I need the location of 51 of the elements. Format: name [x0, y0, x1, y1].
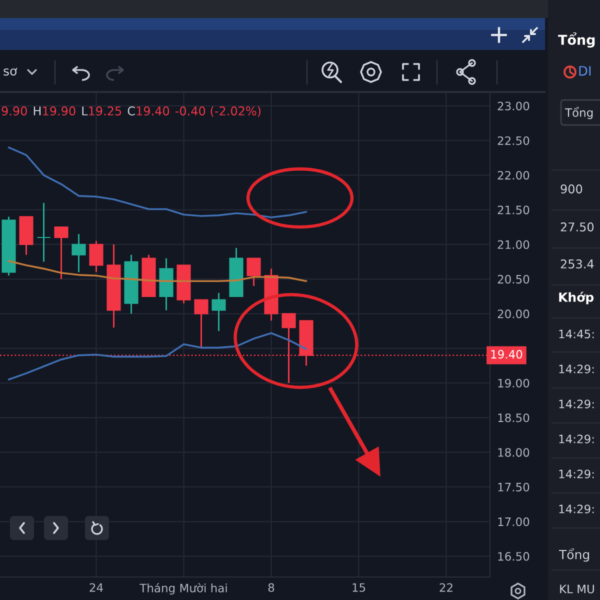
y-tick-label: 16.50	[498, 552, 530, 561]
candlestick	[36, 202, 51, 263]
text: 14:29:	[559, 470, 594, 478]
text: 14:29:	[559, 400, 594, 408]
annotation: 19.40	[136, 106, 170, 116]
y-tick-label: 20.00	[498, 310, 530, 318]
x-tick-label: 8	[268, 583, 274, 592]
y-tick-label: 17.50	[498, 482, 530, 492]
ref-line-label: 19.40	[491, 350, 522, 359]
text: 27.50	[560, 222, 594, 232]
text: KL MU	[560, 584, 594, 594]
x-tick-label: 15	[352, 583, 366, 592]
candlestick	[89, 240, 104, 273]
text: 14:29:	[559, 504, 594, 514]
x-tick-label: 24	[90, 583, 103, 592]
y-tick-label: 22.50	[498, 136, 530, 146]
y-tick-label: 20.50	[498, 274, 530, 284]
x-tick-label: 22	[440, 583, 452, 592]
text: sơ	[4, 68, 18, 76]
text: 14:29:	[559, 364, 594, 374]
text: Tổng	[558, 32, 595, 48]
y-tick-label: 18.50	[498, 413, 530, 422]
y-tick-label: 22.00	[498, 170, 530, 180]
y-tick-label: 17.00	[498, 517, 530, 526]
text: DI	[579, 66, 591, 76]
candlestick	[246, 258, 261, 287]
text: 900	[560, 184, 582, 194]
candlestick	[212, 292, 226, 332]
text: 14:29:	[559, 434, 594, 444]
annotation: L	[82, 106, 88, 116]
y-tick-label: 19.00	[498, 378, 530, 388]
annotation: C	[128, 106, 135, 116]
y-tick-label: 18.00	[498, 448, 530, 457]
annotation: 9.90	[2, 106, 27, 116]
text: Tổng	[564, 106, 593, 120]
text: Khớp	[559, 292, 594, 304]
annotation: 19.25	[89, 106, 122, 116]
annotation: 19.90	[43, 106, 76, 116]
y-tick-label: 21.50	[498, 206, 530, 214]
annotation: H	[34, 106, 41, 116]
x-tick-label: Tháng Mười hai	[140, 583, 227, 595]
y-tick-label: 23.00	[498, 102, 530, 110]
line-series	[8, 146, 308, 218]
text: Tổng	[558, 548, 590, 562]
candlestick	[72, 233, 86, 273]
text: 253.4	[560, 259, 594, 268]
candlestick	[194, 299, 208, 350]
candlestick	[54, 226, 68, 280]
text: 14:45:	[559, 330, 594, 338]
y-tick-label: 21.00	[498, 240, 530, 249]
annotation: -0.40 (-2.02%)	[175, 106, 261, 117]
